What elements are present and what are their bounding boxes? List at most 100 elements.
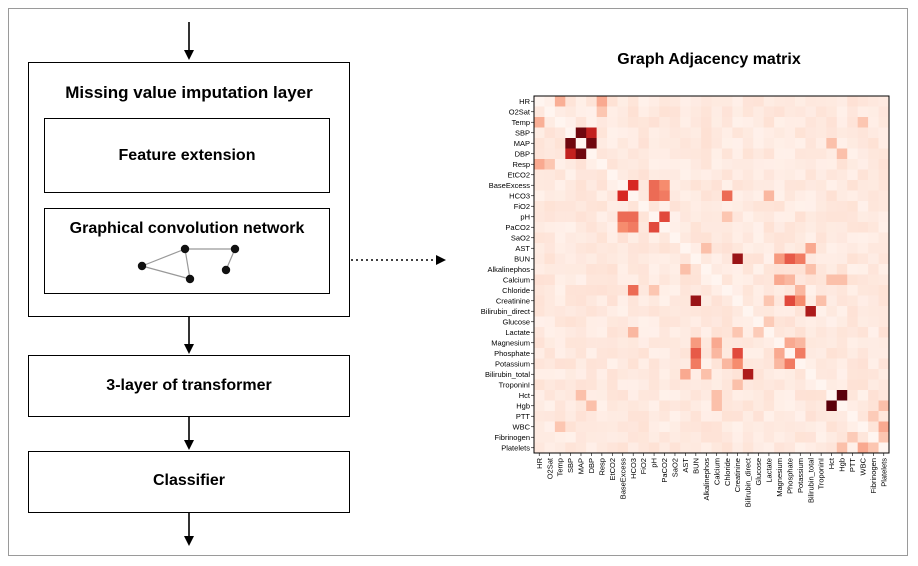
heatmap-cell — [690, 264, 702, 275]
heatmap-cell — [659, 390, 671, 401]
heatmap-cell — [836, 127, 848, 139]
heatmap-cell — [648, 337, 660, 349]
heatmap-cell — [534, 400, 545, 412]
heatmap-cell — [659, 421, 671, 433]
heatmap-cell — [690, 421, 702, 433]
heatmap-cell — [690, 180, 702, 191]
heatmap-cell — [826, 127, 838, 139]
heatmap-cell — [701, 117, 712, 128]
heatmap-cell — [534, 285, 545, 296]
heatmap-cell — [753, 243, 764, 254]
heatmap-cell — [638, 390, 650, 401]
heatmap-cell — [763, 432, 775, 443]
heatmap-cell — [575, 306, 587, 317]
heatmap-cell — [878, 138, 890, 149]
heatmap-cell — [774, 421, 785, 433]
y-tick-label: WBC — [513, 422, 531, 431]
heatmap-cell — [638, 180, 650, 191]
heatmap-cell — [596, 411, 608, 422]
heatmap-cell — [627, 358, 639, 370]
heatmap-cell — [617, 232, 629, 244]
heatmap-cell — [617, 390, 629, 401]
heatmap-cell — [680, 337, 691, 349]
heatmap-cell — [627, 306, 639, 317]
heatmap-cell — [742, 432, 754, 443]
heatmap-cell — [721, 243, 733, 254]
heatmap-cell — [815, 306, 827, 317]
heatmap-cell — [690, 316, 702, 328]
heatmap-cell — [701, 138, 712, 149]
heatmap-cell — [554, 190, 566, 202]
heatmap-cell — [805, 243, 817, 254]
heatmap-cell — [742, 127, 754, 139]
heatmap-cell — [565, 295, 577, 307]
heatmap-cell — [732, 138, 744, 149]
x-tick-label: Bilirubin_direct — [744, 457, 753, 507]
heatmap-cell — [815, 390, 827, 401]
heatmap-cell — [711, 411, 723, 422]
heatmap-cell — [795, 243, 806, 254]
heatmap-cell — [669, 180, 681, 191]
heatmap-cell — [659, 222, 671, 233]
heatmap-cell — [627, 432, 639, 443]
heatmap-cell — [836, 232, 848, 244]
heatmap-cell — [868, 127, 879, 139]
heatmap-cell — [742, 390, 754, 401]
heatmap-cell — [721, 316, 733, 328]
heatmap-cell — [753, 442, 764, 454]
heatmap-cell — [638, 379, 650, 391]
heatmap-cell — [701, 180, 712, 191]
heatmap-cell — [826, 442, 838, 454]
heatmap-cell — [554, 421, 566, 433]
x-tick-label: SBP — [566, 458, 575, 473]
x-tick-label: Creatinine — [733, 458, 742, 492]
heatmap-cell — [586, 243, 597, 254]
heatmap-cell — [659, 285, 671, 296]
heatmap-cell — [774, 285, 785, 296]
heatmap-cell — [847, 169, 858, 181]
heatmap-cell — [784, 379, 796, 391]
heatmap-cell — [607, 127, 618, 139]
heatmap-cell — [836, 148, 848, 160]
x-tick-label: Glucose — [754, 458, 763, 486]
x-tick-label: HR — [535, 457, 544, 468]
heatmap-cell — [554, 180, 566, 191]
heatmap-cell — [638, 253, 650, 265]
heatmap-cell — [575, 285, 587, 296]
heatmap-cell — [617, 432, 629, 443]
heatmap-cell — [805, 117, 817, 128]
heatmap-cell — [680, 253, 691, 265]
heatmap-cell — [836, 253, 848, 265]
heatmap-cell — [701, 337, 712, 349]
heatmap-cell — [607, 411, 618, 422]
heatmap-cell — [534, 159, 545, 170]
heatmap-cell — [534, 127, 545, 139]
heatmap-cell — [586, 232, 597, 244]
heatmap-cell — [815, 316, 827, 328]
heatmap-cell — [534, 306, 545, 317]
heatmap-cell — [701, 96, 712, 107]
heatmap-cell — [878, 243, 890, 254]
heatmap-cell — [857, 201, 869, 212]
heatmap-cell — [857, 106, 869, 118]
heatmap-cell — [596, 295, 608, 307]
heatmap-cell — [638, 232, 650, 244]
heatmap-cell — [711, 442, 723, 454]
heatmap-cell — [680, 379, 691, 391]
heatmap-cell — [826, 411, 838, 422]
heatmap-cell — [878, 159, 890, 170]
heatmap-cell — [554, 96, 566, 107]
heatmap-cell — [774, 117, 785, 128]
heatmap-cell — [554, 295, 566, 307]
arrow-to-transformer — [184, 344, 194, 354]
heatmap-cell — [868, 274, 879, 286]
heatmap-cell — [795, 390, 806, 401]
heatmap-cell — [575, 148, 587, 160]
heatmap-cell — [648, 243, 660, 254]
heatmap-cell — [732, 169, 744, 181]
heatmap-cell — [721, 169, 733, 181]
heatmap-cell — [554, 285, 566, 296]
heatmap-cell — [565, 232, 577, 244]
heatmap-cell — [711, 432, 723, 443]
